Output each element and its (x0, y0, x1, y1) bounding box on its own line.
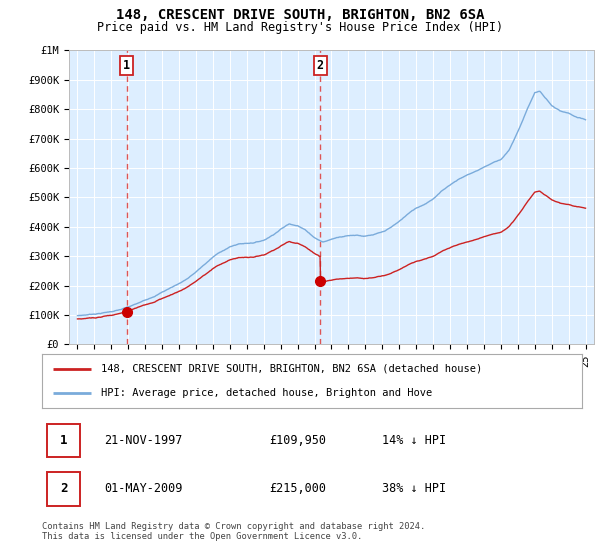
Text: £109,950: £109,950 (269, 434, 326, 447)
Text: 2: 2 (60, 483, 67, 496)
FancyBboxPatch shape (47, 473, 80, 506)
Text: 38% ↓ HPI: 38% ↓ HPI (382, 483, 446, 496)
Text: 148, CRESCENT DRIVE SOUTH, BRIGHTON, BN2 6SA: 148, CRESCENT DRIVE SOUTH, BRIGHTON, BN2… (116, 8, 484, 22)
FancyBboxPatch shape (47, 424, 80, 457)
Text: 2: 2 (317, 59, 324, 72)
Text: 1: 1 (123, 59, 130, 72)
Text: Contains HM Land Registry data © Crown copyright and database right 2024.
This d: Contains HM Land Registry data © Crown c… (42, 522, 425, 542)
Text: £215,000: £215,000 (269, 483, 326, 496)
Text: HPI: Average price, detached house, Brighton and Hove: HPI: Average price, detached house, Brig… (101, 388, 433, 398)
Text: 1: 1 (60, 434, 67, 447)
Text: 14% ↓ HPI: 14% ↓ HPI (382, 434, 446, 447)
Text: 148, CRESCENT DRIVE SOUTH, BRIGHTON, BN2 6SA (detached house): 148, CRESCENT DRIVE SOUTH, BRIGHTON, BN2… (101, 364, 482, 374)
Text: Price paid vs. HM Land Registry's House Price Index (HPI): Price paid vs. HM Land Registry's House … (97, 21, 503, 34)
Text: 21-NOV-1997: 21-NOV-1997 (104, 434, 182, 447)
Text: 01-MAY-2009: 01-MAY-2009 (104, 483, 182, 496)
